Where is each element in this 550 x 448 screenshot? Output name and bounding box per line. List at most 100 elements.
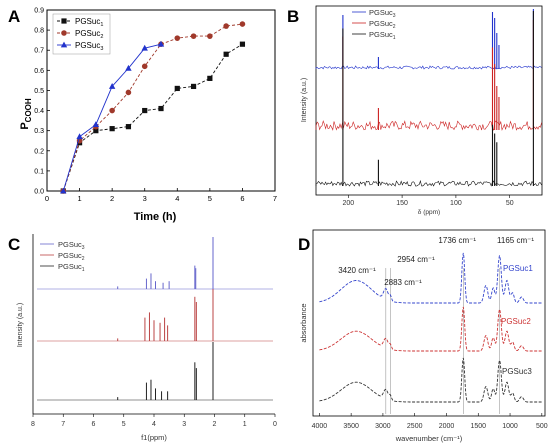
y-axis-label-a-main: P bbox=[19, 122, 31, 129]
y-axis-label-a-sub: COOH bbox=[24, 98, 33, 122]
ir-trace-d-3 bbox=[319, 357, 542, 403]
x-tick-label-a: 4 bbox=[175, 194, 179, 203]
data-point-a-2 bbox=[190, 33, 197, 39]
data-point-a-2 bbox=[207, 33, 213, 39]
legend-marker-a bbox=[60, 41, 68, 48]
series-line-a-2 bbox=[62, 23, 243, 192]
data-point-a-2 bbox=[125, 89, 132, 96]
x-axis-label-c: f1(ppm) bbox=[141, 433, 167, 442]
x-tick-label-d: 3000 bbox=[375, 423, 391, 430]
spectrum-baseline-b-3 bbox=[315, 179, 542, 187]
series-label-d: PGSuc1 bbox=[503, 264, 533, 273]
legend-label-a: PGSuc2 bbox=[75, 29, 103, 40]
x-tick-label-d: 1500 bbox=[470, 423, 486, 430]
annotation-d: 2883 cm⁻¹ bbox=[384, 278, 422, 287]
legend-label-c: PGSuc1 bbox=[58, 262, 85, 273]
x-tick-label-a: 1 bbox=[77, 194, 81, 203]
data-point-a-3 bbox=[108, 83, 116, 89]
x-tick-label-c: 3 bbox=[182, 421, 186, 428]
x-axis-label-d: wavenumber (cm⁻¹) bbox=[395, 434, 463, 443]
panel-label-b: B bbox=[287, 7, 299, 26]
data-point-a-2 bbox=[141, 63, 148, 70]
series-labels-d: PGSuc1 PGSuc2 PGSuc3 bbox=[501, 264, 533, 376]
annotation-d: 1736 cm⁻¹ bbox=[438, 236, 476, 245]
legend-label-a: PGSuc1 bbox=[75, 17, 103, 28]
panel-a: A 0.0 0.1 0.2 0.3 0.4 0.5 0.6 0.7 0.8 0.9 0 1 2 3 4 5 6… bbox=[8, 7, 277, 223]
legend-label-b: PGSuc3 bbox=[369, 8, 396, 19]
y-axis-label-c: Intensity (a.u.) bbox=[17, 303, 24, 347]
data-point-a-1 bbox=[142, 107, 148, 114]
spectrum-baseline-b-1 bbox=[315, 65, 542, 70]
x-tick-label-a: 2 bbox=[110, 194, 114, 203]
y-tick-label-a: 0.2 bbox=[34, 148, 44, 155]
series-label-d: PGSuc2 bbox=[501, 317, 531, 326]
data-point-a-3 bbox=[60, 187, 67, 194]
data-point-a-1 bbox=[109, 126, 115, 132]
data-point-a-3 bbox=[76, 133, 83, 140]
y-tick-label-a: 0.6 bbox=[34, 68, 44, 75]
x-tick-label-a: 0 bbox=[45, 194, 49, 203]
plot-frame-d bbox=[312, 229, 546, 417]
x-tick-label-c: 0 bbox=[273, 421, 277, 428]
y-axis-label-a: PCOOH bbox=[19, 98, 33, 130]
x-tick-label-c: 6 bbox=[92, 421, 96, 428]
panel-d: D 4000 3500 3000 2500 2000 1500 1000 500 3420 c… bbox=[298, 229, 548, 443]
x-tick-label-d: 2500 bbox=[407, 423, 423, 430]
ir-trace-d-1 bbox=[319, 252, 542, 304]
legend-label-b: PGSuc1 bbox=[369, 30, 396, 41]
x-ticks-c: 8 7 6 5 4 3 2 1 0 bbox=[31, 414, 277, 428]
y-axis-label-d: absorbance bbox=[299, 303, 308, 342]
x-tick-label-d: 500 bbox=[536, 423, 548, 430]
y-tick-label-a: 0.0 bbox=[34, 189, 44, 196]
legend-marker-a bbox=[61, 30, 67, 36]
y-tick-label-a: 0.3 bbox=[34, 128, 44, 135]
x-ticks-a: 0 1 2 3 4 5 6 7 bbox=[45, 188, 277, 203]
panel-label-a: A bbox=[8, 7, 20, 26]
x-tick-label-d: 2000 bbox=[439, 423, 455, 430]
series-d bbox=[319, 252, 542, 403]
x-ticks-b: 200 150 100 50 bbox=[342, 195, 514, 207]
panel-label-c: C bbox=[8, 235, 20, 254]
x-tick-label-b: 100 bbox=[450, 200, 462, 207]
annotation-d: 3420 cm⁻¹ bbox=[338, 266, 376, 275]
x-tick-label-d: 3500 bbox=[343, 423, 359, 430]
plot-frame-b bbox=[315, 5, 543, 196]
data-point-a-2 bbox=[223, 23, 229, 29]
data-point-a-3 bbox=[141, 44, 148, 51]
x-tick-label-a: 6 bbox=[240, 194, 244, 203]
panel-label-d: D bbox=[298, 235, 310, 254]
y-tick-label-a: 0.5 bbox=[34, 88, 44, 95]
data-point-a-3 bbox=[157, 40, 165, 47]
data-point-a-1 bbox=[190, 83, 197, 90]
legend-label-c: PGSuc3 bbox=[58, 240, 85, 251]
data-point-a-3 bbox=[125, 64, 132, 71]
legend-marker-a bbox=[61, 18, 67, 24]
data-point-a-1 bbox=[93, 128, 99, 134]
reference-lines-d bbox=[385, 268, 500, 414]
plot-frame-a bbox=[46, 9, 276, 192]
series-a bbox=[60, 21, 246, 194]
x-tick-label-c: 2 bbox=[213, 421, 217, 428]
x-tick-label-b: 200 bbox=[342, 200, 354, 207]
annotation-d: 2954 cm⁻¹ bbox=[397, 255, 435, 264]
x-tick-label-d: 4000 bbox=[312, 423, 328, 430]
data-point-a-3 bbox=[92, 121, 100, 128]
series-c bbox=[37, 237, 273, 401]
annotations-d: 3420 cm⁻¹ 2954 cm⁻¹ 2883 cm⁻¹ 1736 cm⁻¹ 1165… bbox=[338, 236, 534, 287]
spectrum-baseline-b-2 bbox=[315, 120, 542, 131]
x-tick-label-b: 50 bbox=[506, 200, 514, 207]
legend-label-b: PGSuc2 bbox=[369, 19, 396, 30]
series-b bbox=[315, 9, 542, 187]
x-tick-label-a: 3 bbox=[143, 194, 147, 203]
y-tick-label-a: 0.4 bbox=[34, 108, 44, 115]
data-point-a-2 bbox=[109, 107, 115, 114]
x-tick-label-c: 7 bbox=[61, 421, 65, 428]
x-tick-label-d: 1000 bbox=[502, 423, 518, 430]
series-line-a-1 bbox=[62, 43, 243, 192]
